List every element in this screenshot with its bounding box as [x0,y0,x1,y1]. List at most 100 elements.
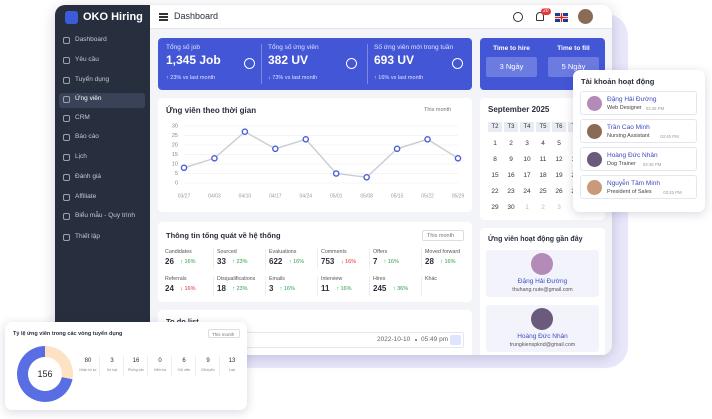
account[interactable]: Nguyễn Tâm Minh President of Sales 03:45 P… [580,175,697,199]
stage-value: 0 [158,358,162,364]
day[interactable]: 15 [491,172,499,179]
stage-value: 3 [110,358,114,364]
day[interactable]: 25 [539,188,547,195]
stage-value: 80 [84,358,92,364]
view-button[interactable] [450,335,461,345]
divider [265,276,266,296]
metric-label: Sourced [217,249,237,255]
overview-card: Thông tin tổng quát về hệ thống This mont… [158,222,472,302]
day[interactable]: 4 [541,140,545,147]
divider [123,356,124,376]
menu-icon [63,213,70,220]
menu-item[interactable]: Biểu mẫu - Quy trình [75,212,135,219]
day[interactable]: 26 [555,188,563,195]
account[interactable]: Hoàng Đức Nhân Dog Trainer 03:45 PM [580,147,697,171]
day[interactable]: 1 [525,204,529,211]
account[interactable]: Đặng Hải Đường Web Designer 03:45 PM [580,91,697,115]
divider [261,44,262,84]
stage-label: Sơ loại [106,368,118,372]
day[interactable]: 1 [493,140,497,147]
day[interactable]: 22 [491,188,499,195]
stage-label: Phỏng vấn [128,368,144,372]
metric-label: Referrals [165,276,187,282]
y-tick-label: 5 [175,171,178,177]
day[interactable]: 23 [507,188,515,195]
menu-icon [63,37,70,44]
menu-button[interactable] [159,13,168,15]
day[interactable]: 24 [523,188,531,195]
day[interactable]: 8 [493,156,497,163]
menu-icon [63,174,70,181]
overview-filter[interactable]: This month [422,230,464,241]
stat-arrow[interactable] [346,58,357,69]
chart-filter[interactable]: This month [424,107,452,113]
day[interactable]: 12 [555,156,563,163]
candidate-avatar [531,308,553,330]
day[interactable]: 9 [509,156,513,163]
day[interactable]: 29 [491,204,499,211]
day[interactable]: 16 [507,172,515,179]
menu-item[interactable]: Yêu cầu [75,56,99,63]
day[interactable]: 17 [523,172,531,179]
stage-value: 9 [206,358,210,364]
menu-item[interactable]: Đánh giá [75,173,102,180]
metric-change: ↓ 16% [340,259,357,265]
day[interactable]: 10 [523,156,531,163]
recent-card: Ứng viên hoạt động gần đây Đặng Hải Đường… [480,228,605,355]
menu-item[interactable]: Lịch [75,153,87,160]
day[interactable]: 3 [525,140,529,147]
menu-item[interactable]: Affiliate [75,193,97,200]
account-time: 03:45 PM [642,162,662,167]
day[interactable]: 5 [557,140,561,147]
donut-chart: 156 [17,346,73,402]
account-time: 03:45 PM [645,106,665,111]
menu-icon [63,194,70,201]
menu-item[interactable]: Thiết lập [75,233,100,240]
metric-label: Interview [321,276,343,282]
data-point [393,145,401,153]
line-chart: 0 5 10 15 20 25 30 03/27 04/03 04/10 04/17 04/24 05/… [172,123,465,199]
menu-item[interactable]: Báo cáo [75,133,99,140]
language-flag[interactable] [555,13,568,22]
metric-value: 26 [165,257,174,266]
divider [317,249,318,269]
day[interactable]: 2 [541,204,545,211]
menu-item[interactable]: Tuyển dụng [75,76,110,83]
day[interactable]: 18 [539,172,547,179]
day[interactable]: 11 [539,156,547,163]
stat-arrow[interactable] [244,58,255,69]
weekday: T2 [488,122,502,132]
divider [219,356,220,376]
day[interactable]: 3 [557,204,561,211]
bell-icon[interactable] [536,12,544,21]
account-role: Web Designer [607,105,642,111]
metric-value: 28 [425,257,434,266]
help-icon[interactable] [513,12,523,22]
divider [369,249,370,269]
user-avatar[interactable] [578,9,593,24]
divider [265,249,266,269]
day[interactable]: 30 [507,204,515,211]
notification-badge: 20 [541,8,551,15]
funnel-filter[interactable]: This month [208,329,240,338]
weekday: T6 [552,122,566,132]
data-point [302,136,310,143]
candidate-name: Hoàng Đức Nhân [517,333,568,340]
menu-icon [63,154,70,161]
day[interactable]: 19 [555,172,563,179]
menu-item[interactable]: Dashboard [75,36,107,43]
funnel-title: Tỷ lệ ứng viên trong các vòng tuyển dụng [13,331,123,337]
menu-item[interactable]: CRM [75,114,90,121]
account[interactable]: Trần Cao Minh Nursing Assistant 03:45 PM [580,119,697,143]
menu-item[interactable]: Ứng viên [75,95,102,102]
menu-active [59,93,145,108]
candidate[interactable]: Hoàng Đức Nhân trungkienspknd@gmail.com [486,305,599,352]
day[interactable]: 2 [509,140,513,147]
stat-arrow[interactable] [452,58,463,69]
brand: OKO Hiring [83,11,143,23]
weekday: T5 [536,122,550,132]
todo-date: 2022-10-10 [377,336,411,343]
divider [147,356,148,376]
metric-value: 18 [217,284,226,293]
candidate[interactable]: Đặng Hải Đường thuhang.nute@gmail.com [486,250,599,297]
